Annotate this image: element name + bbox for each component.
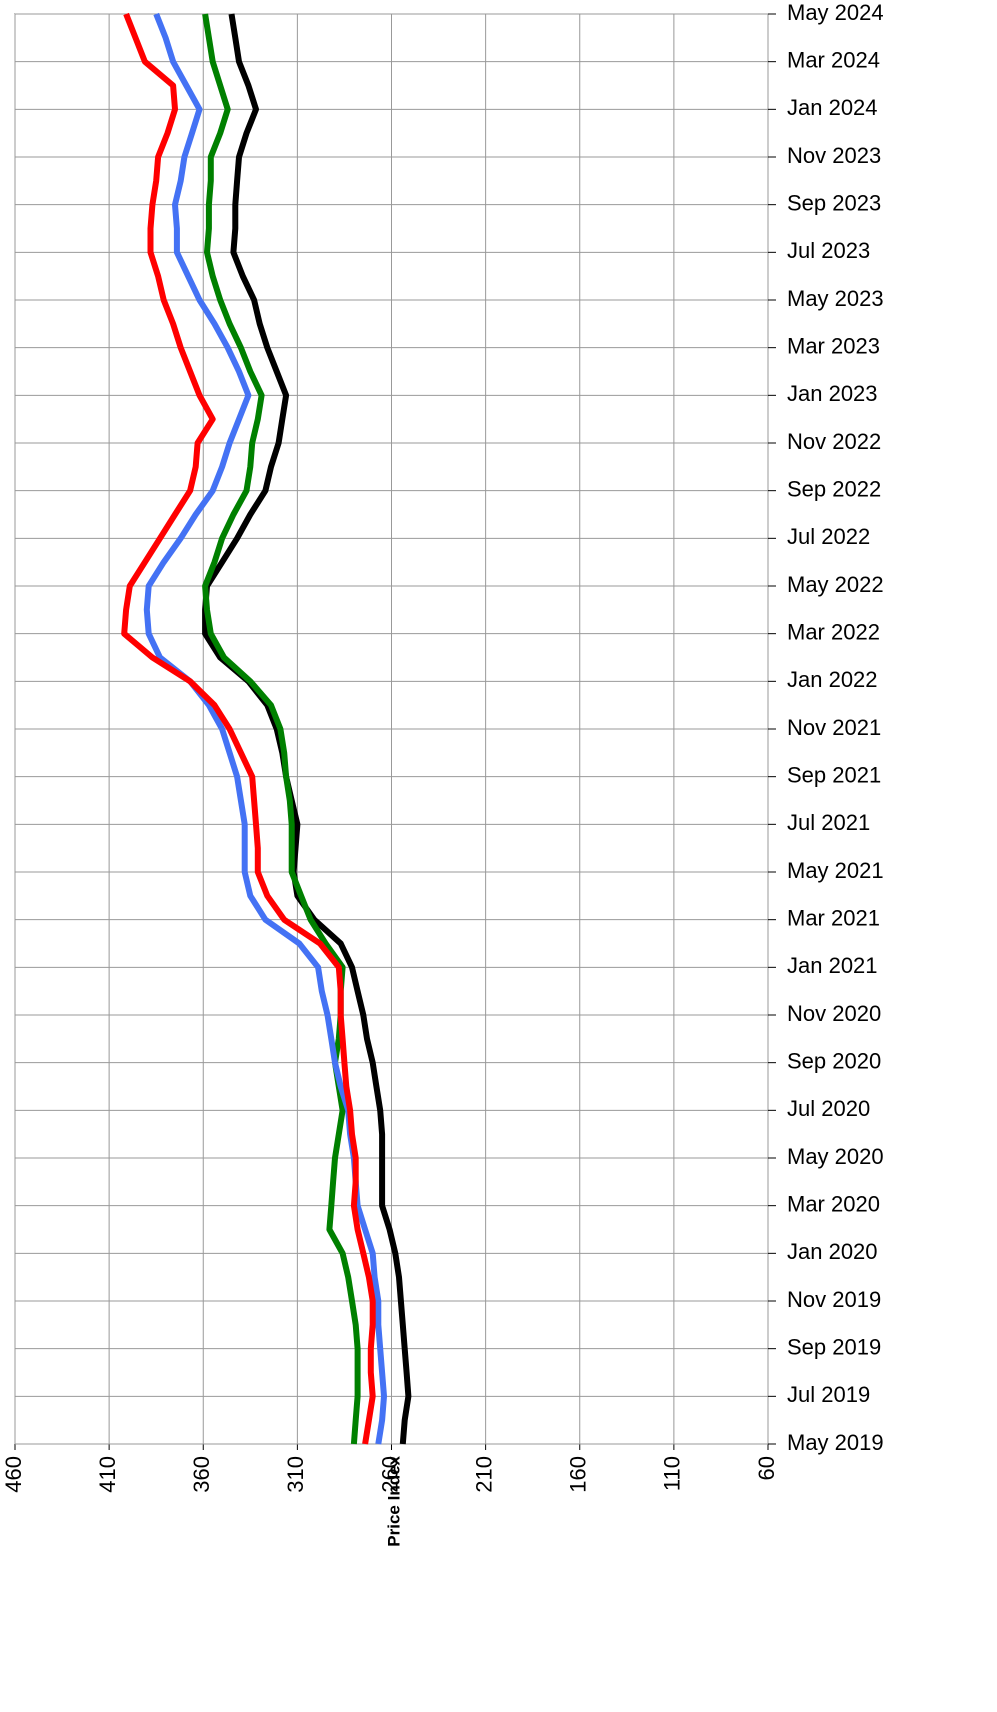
y-tick-label: Nov 2020: [787, 1001, 881, 1026]
y-tick-label: Mar 2021: [787, 905, 880, 930]
series-line: [202, 13, 361, 1445]
y-tick-label: May 2023: [787, 286, 884, 311]
x-tick-label: 110: [660, 1456, 685, 1491]
x-tick-label: 260: [377, 1456, 402, 1493]
y-tick-label: Jul 2021: [787, 810, 870, 835]
y-tick-label: Jan 2020: [787, 1239, 878, 1264]
y-tick-label: Mar 2024: [787, 47, 880, 72]
x-tick-label: 210: [471, 1456, 496, 1493]
y-tick-label: Jul 2022: [787, 524, 870, 549]
y-tick-label: Jul 2020: [787, 1096, 870, 1121]
y-tick-label: Mar 2022: [787, 619, 880, 644]
y-tick-label: May 2021: [787, 858, 884, 883]
x-tick-label: 460: [1, 1456, 26, 1493]
x-tick-label: 410: [95, 1456, 120, 1493]
y-tick-label: Jan 2022: [787, 667, 878, 692]
y-tick-label: Sep 2021: [787, 762, 881, 787]
y-tick-label: Sep 2022: [787, 476, 881, 501]
y-tick-label: May 2024: [787, 0, 884, 25]
y-tick-label: Jul 2019: [787, 1382, 870, 1407]
y-tick-label: Nov 2022: [787, 429, 881, 454]
x-tick-label: 160: [566, 1456, 591, 1493]
y-tick-label: Jan 2023: [787, 381, 878, 406]
y-tick-label: Sep 2020: [787, 1048, 881, 1073]
y-tick-label: Jan 2021: [787, 953, 878, 978]
x-tick-label: 310: [283, 1456, 308, 1493]
y-tick-label: Mar 2023: [787, 333, 880, 358]
series-line: [143, 12, 387, 1445]
y-tick-label: May 2022: [787, 572, 884, 597]
y-tick-label: Jul 2023: [787, 238, 870, 263]
series-line: [202, 13, 412, 1445]
series-line: [121, 12, 376, 1445]
x-tick-label: 60: [754, 1456, 779, 1480]
y-tick-label: Mar 2020: [787, 1191, 880, 1216]
x-axis-title: Price Index: [384, 1455, 403, 1546]
y-tick-label: Jan 2024: [787, 95, 878, 120]
y-tick-label: May 2019: [787, 1430, 884, 1455]
y-tick-label: Sep 2023: [787, 190, 881, 215]
y-tick-label: Nov 2023: [787, 143, 881, 168]
y-tick-label: Sep 2019: [787, 1334, 881, 1359]
y-tick-label: May 2020: [787, 1144, 884, 1169]
y-tick-label: Nov 2021: [787, 715, 881, 740]
y-tick-label: Nov 2019: [787, 1287, 881, 1312]
x-tick-label: 360: [189, 1456, 214, 1493]
